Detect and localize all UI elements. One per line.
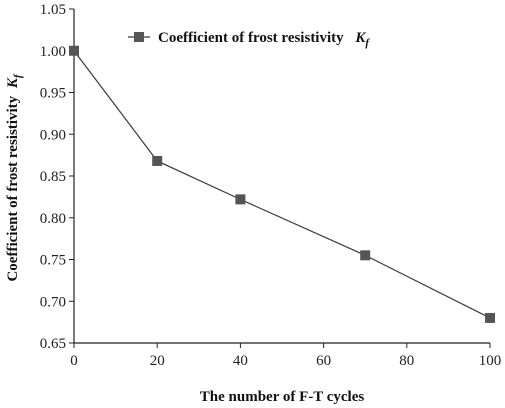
y-tick-label: 0.85 [40,169,66,185]
data-point [485,312,495,323]
x-tick-label: 80 [399,353,414,369]
data-point [152,155,163,166]
legend-marker [134,32,144,42]
data-point [360,250,371,261]
y-tick-label: 0.95 [40,86,66,102]
series [69,45,495,323]
x-tick-label: 60 [316,353,331,369]
y-tick-label: 0.90 [40,127,66,143]
y-axis-label-text: Coefficient of frost resistivity [5,95,21,281]
x-tick-label: 40 [233,353,248,369]
legend-series-name: Coefficient of frost resistivity [158,30,344,46]
x-tick-label: 20 [150,353,165,369]
legend-symbol: K [354,30,366,46]
data-point [235,194,246,205]
data-point [69,45,79,56]
x-tick-label: 0 [70,353,78,369]
legend-label: Coefficient of frost resistivity Kf [158,30,370,49]
x-tick-label: 100 [479,353,502,369]
y-tick-label: 0.75 [40,253,66,269]
y-axis-label: Coefficient of frost resistivity Kf [5,73,24,281]
legend-symbol-sub: f [365,37,370,49]
legend: Coefficient of frost resistivity Kf [128,30,370,49]
y-tick-label: 0.70 [40,294,66,310]
y-axis-label-symbol-sub: f [12,73,24,78]
x-axis-label: The number of F-T cycles [200,389,365,405]
y-tick-label: 1.00 [40,44,66,60]
y-axis-label-symbol: K [5,77,21,89]
ticks: 0.65 0.70 0.75 0.80 0.85 0.90 0.95 1.00 1.05 0 20 4… [40,2,502,369]
y-tick-label: 1.05 [40,2,66,18]
y-tick-label: 0.65 [40,336,66,352]
y-tick-label: 0.80 [40,211,66,227]
series-line [73,50,491,319]
axes [73,9,490,344]
